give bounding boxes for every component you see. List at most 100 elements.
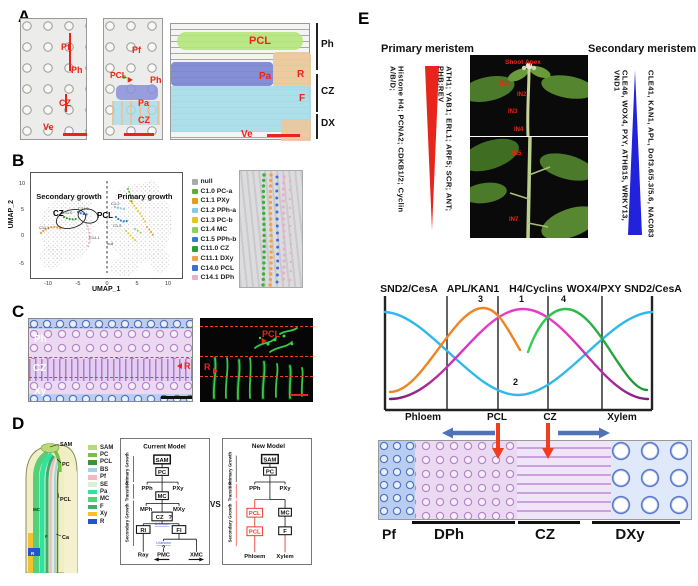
curve-wox4-pxy — [526, 307, 649, 392]
anatomy-label-pcl: PCL — [60, 497, 72, 503]
flow-lines — [142, 463, 197, 552]
bracket-label-ph: Ph — [321, 39, 334, 50]
node-pxy: PXy — [280, 486, 292, 492]
unknown-note: Unknown — [156, 541, 171, 545]
ray-label: R — [184, 361, 191, 371]
tissue-label-ph: Ph — [71, 65, 83, 75]
node-xmc: XMC — [190, 553, 204, 559]
legend-item: Pf — [88, 474, 113, 481]
expression-wave-chart — [383, 296, 654, 412]
svg-text:MC: MC — [158, 494, 168, 500]
wave-label-snd2-left: SND2/CesA — [380, 283, 438, 295]
expression-curves — [383, 306, 654, 401]
svg-text:F: F — [283, 529, 287, 535]
xylem-vessels — [611, 441, 691, 519]
y-tick: -5 — [19, 261, 24, 267]
umap-legend: null C1.0 PC-a C1.1 PXy C1.2 PPh-a C1.3 … — [192, 177, 236, 283]
legend-swatch — [88, 445, 97, 450]
legend-swatch — [192, 255, 198, 262]
zone-boundary-line — [29, 377, 192, 378]
histo-label-dph: DPh — [434, 526, 464, 543]
wave-label-wox4: WOX4/PXY — [566, 283, 622, 295]
legend-item: C11.1 DXy — [192, 254, 236, 264]
tissue-label-ph: Ph — [34, 334, 47, 345]
tissue-label-r: R — [297, 69, 305, 80]
current-model-box: Current Model Primary Growth Transition … — [120, 438, 210, 565]
legend-swatch — [88, 460, 97, 465]
tissue-label-pcl: PCL — [249, 35, 271, 47]
legend-swatch — [192, 227, 198, 233]
tissue-label-pf: Pf — [61, 42, 70, 52]
histo-label-dxy: DXy — [615, 526, 645, 543]
legend-swatch — [192, 207, 198, 214]
scale-bar — [161, 396, 192, 399]
tissue-label-ve: Ve — [43, 122, 54, 132]
bracket-line-dx — [316, 114, 318, 139]
shoot-stem-photo — [470, 137, 588, 238]
legend-item: PCL — [88, 459, 113, 466]
stage-label-transition: Transition — [125, 480, 130, 501]
legend-item: null — [192, 177, 236, 187]
x-tick: -10 — [44, 281, 52, 287]
node-box-cz — [151, 511, 173, 522]
stage-label-transition: Transition — [227, 480, 232, 501]
bracket-label-cz: CZ — [321, 86, 335, 97]
photo-label-in4: IN4 — [514, 127, 524, 133]
node-xylem: Xylem — [276, 554, 293, 560]
node-box-mc — [155, 491, 169, 501]
plant-top — [470, 62, 588, 136]
zone-label-pcl: PCL — [487, 412, 507, 423]
node-box-pcl2 — [246, 526, 264, 537]
panel-c-letter: C — [12, 302, 25, 321]
node-box-sam — [260, 453, 279, 465]
umap-y-axis-label: UMAP_2 — [8, 200, 15, 229]
svg-text:PCL: PCL — [249, 511, 261, 517]
ray-block — [273, 52, 311, 88]
cambium-histology-image — [378, 440, 692, 520]
svg-text:C11.0: C11.0 — [62, 210, 73, 215]
zone-line — [65, 94, 67, 112]
cz-tag: CZ — [53, 209, 64, 218]
node-box-sam — [153, 454, 172, 465]
scale-bar — [267, 134, 300, 137]
tissue-bands — [33, 449, 62, 573]
svg-text:C1.2: C1.2 — [111, 201, 120, 206]
umap-scatter: Secondary growth Primary growth CZ PCL C… — [36, 180, 173, 276]
zone-boundary-line — [29, 357, 192, 358]
wave-label-apl: APL/KAN1 — [446, 283, 500, 295]
legend-item: C1.4 MC — [192, 225, 236, 235]
zone-label-xylem: Xylem — [607, 412, 637, 423]
svg-text:C11.1: C11.1 — [39, 225, 50, 230]
new-model-box: New Model Primary Growth Transition Seco… — [222, 438, 312, 565]
legend-swatch — [192, 274, 198, 281]
zone-boundary-line — [200, 356, 313, 357]
legend-item: PC — [88, 451, 113, 458]
left-arrowhead-icon — [442, 427, 453, 439]
svg-text:RI: RI — [140, 528, 146, 534]
pith — [64, 461, 77, 573]
ray-label: R — [204, 362, 211, 372]
legend-item: SAM — [88, 444, 113, 451]
node-box-pc — [155, 467, 169, 476]
legend-swatch — [88, 475, 97, 480]
anatomy-label-r: R — [31, 551, 35, 556]
node-box-mc — [278, 507, 292, 517]
cluster-ellipse-outlines — [55, 208, 99, 229]
curve-apl-kan1 — [388, 306, 522, 394]
legend-item: F — [88, 503, 113, 510]
flow-lines-red — [254, 499, 286, 553]
legend-item: SE — [88, 481, 113, 488]
pcl-cells — [122, 75, 126, 79]
tissue-label-pa: Pa — [259, 71, 272, 82]
down-arrowhead-icon — [542, 448, 554, 459]
svg-text:CZ: CZ — [156, 515, 164, 521]
phloem-zone — [29, 329, 192, 359]
cambium-zone — [29, 359, 192, 381]
svg-text:C1.3: C1.3 — [131, 195, 140, 200]
bracket-line-cz — [316, 74, 318, 112]
tissue-label-xy: Xy — [34, 386, 47, 397]
zone-line — [69, 33, 71, 71]
panel-b-letter: B — [12, 151, 25, 170]
histo-label-pf: Pf — [382, 526, 396, 542]
